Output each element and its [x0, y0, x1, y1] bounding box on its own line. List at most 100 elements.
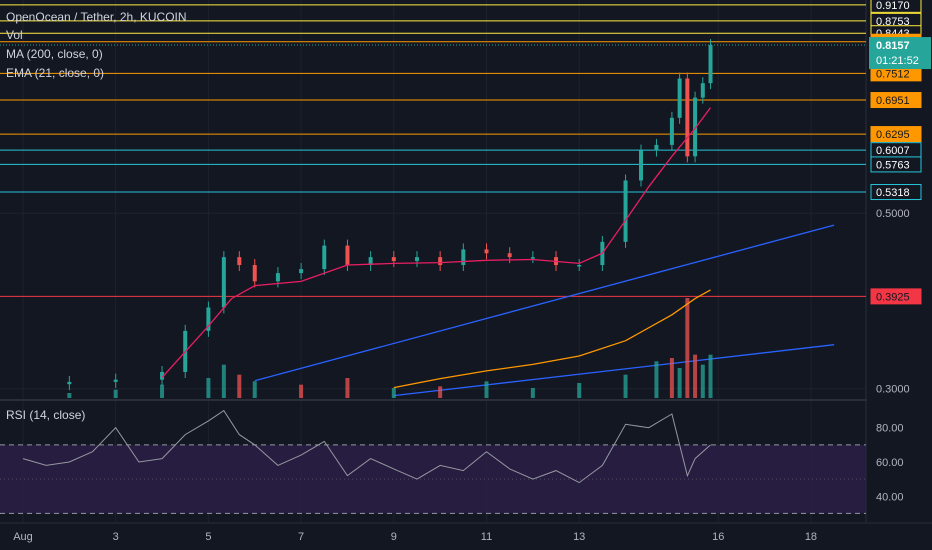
volume-bar	[623, 374, 628, 398]
volume-bar	[685, 298, 690, 398]
level-price-label: 0.6295	[876, 129, 910, 141]
level-price-label: 0.6951	[876, 95, 910, 107]
level-price-tag	[870, 184, 922, 201]
candle-body	[654, 144, 659, 151]
volume-bar	[221, 364, 226, 398]
level-price-tag	[870, 126, 922, 143]
level-price-label: 0.5318	[876, 187, 910, 199]
candle-body	[577, 265, 582, 267]
volume-bar	[693, 354, 698, 398]
level-price-label: 0.6007	[876, 145, 910, 157]
volume-bar	[438, 386, 443, 398]
time-tick-label: 9	[391, 531, 397, 543]
time-tick-label: 7	[298, 531, 304, 543]
volume-bar	[677, 368, 682, 398]
candle-body	[113, 379, 118, 382]
volume-bar	[391, 388, 396, 398]
time-tick-label: Aug	[13, 531, 33, 543]
candle-body	[685, 78, 690, 157]
price-axis-background	[867, 0, 932, 550]
candle-body	[677, 78, 682, 118]
volume-bar	[530, 388, 535, 398]
volume-bar	[345, 378, 350, 398]
volume-bar	[669, 358, 674, 398]
level-price-label: 0.9170	[876, 0, 910, 12]
ema-line	[161, 107, 712, 378]
candle-body	[484, 249, 489, 254]
volume-bar	[299, 384, 304, 398]
time-axis: Aug 3 5 7 9 11 13 16 18	[0, 522, 932, 543]
time-tick-label: 5	[205, 531, 211, 543]
level-price-tag	[870, 288, 922, 305]
candle-body	[237, 257, 242, 266]
volume-bar	[654, 361, 659, 398]
level-price-label: 0.3925	[876, 291, 910, 303]
horizontal-levels	[0, 4, 866, 297]
volume-bar	[206, 378, 211, 398]
level-price-label: 0.7512	[876, 68, 910, 80]
candle-body	[414, 257, 419, 262]
volume-legend: Vol	[6, 28, 23, 42]
volume-bar	[577, 383, 582, 398]
candle-body	[507, 253, 512, 258]
ma-legend: MA (200, close, 0)	[6, 47, 103, 61]
candle-body	[206, 307, 211, 331]
level-price-label: 0.5763	[876, 159, 910, 171]
volume-bar	[700, 364, 705, 398]
volume-bar	[708, 354, 713, 398]
candle-body	[345, 245, 350, 266]
rsi-scale-label: 60.00	[876, 457, 904, 469]
volume-bar	[160, 384, 165, 398]
volume-bar	[67, 393, 72, 398]
ma-line	[393, 289, 711, 389]
rsi-scale-label: 80.00	[876, 423, 904, 435]
rsi-scale-label: 40.00	[876, 491, 904, 503]
candle-body	[438, 257, 443, 266]
volume-bar	[237, 374, 242, 398]
level-price-tag	[870, 156, 922, 173]
trendlines	[254, 224, 835, 397]
symbol-title: OpenOcean / Tether, 2h, KUCOIN	[6, 10, 187, 24]
candle-body	[67, 381, 72, 385]
trendline	[254, 224, 835, 382]
price-scale-label: 0.3000	[876, 384, 910, 396]
last-price-tag	[869, 37, 931, 70]
candle-body	[700, 83, 705, 98]
time-tick-label: 16	[712, 531, 724, 543]
level-price-tag	[870, 0, 922, 13]
candle-body	[275, 273, 280, 282]
volume-bar	[113, 389, 118, 398]
time-tick-label: 18	[805, 531, 817, 543]
rsi-series-line	[22, 409, 711, 484]
time-tick-label: 3	[113, 531, 119, 543]
volume-bar	[484, 381, 489, 398]
candle-body	[322, 245, 327, 270]
candle-body	[461, 249, 466, 266]
last-price-label: 0.8157	[876, 40, 910, 52]
time-tick-label: 13	[573, 531, 585, 543]
trendline	[393, 344, 835, 397]
candle-body	[252, 265, 257, 282]
candle-body	[693, 97, 698, 157]
level-price-label: 0.8753	[876, 16, 910, 28]
candle-body	[530, 257, 535, 259]
candle-body	[221, 257, 226, 308]
candle-body	[368, 257, 373, 266]
candle-body	[160, 371, 165, 380]
volume-bar	[252, 381, 257, 398]
ema-legend: EMA (21, close, 0)	[6, 66, 105, 80]
volume-bars	[67, 298, 713, 398]
candle-body	[391, 257, 396, 262]
countdown-label: 01:21:52	[876, 55, 919, 67]
candle-body	[639, 150, 643, 181]
rsi-pane	[0, 444, 866, 514]
candle-body	[669, 117, 674, 145]
rsi-legend: RSI (14, close)	[6, 408, 86, 422]
candle-body	[299, 269, 304, 274]
indicator-lines	[161, 107, 712, 389]
rsi-line	[22, 409, 711, 484]
price-axis: 0.50000.30000.91700.87530.84430.82360.75…	[867, 0, 932, 550]
price-scale-label: 0.5000	[876, 208, 910, 220]
candle-body	[623, 180, 628, 242]
